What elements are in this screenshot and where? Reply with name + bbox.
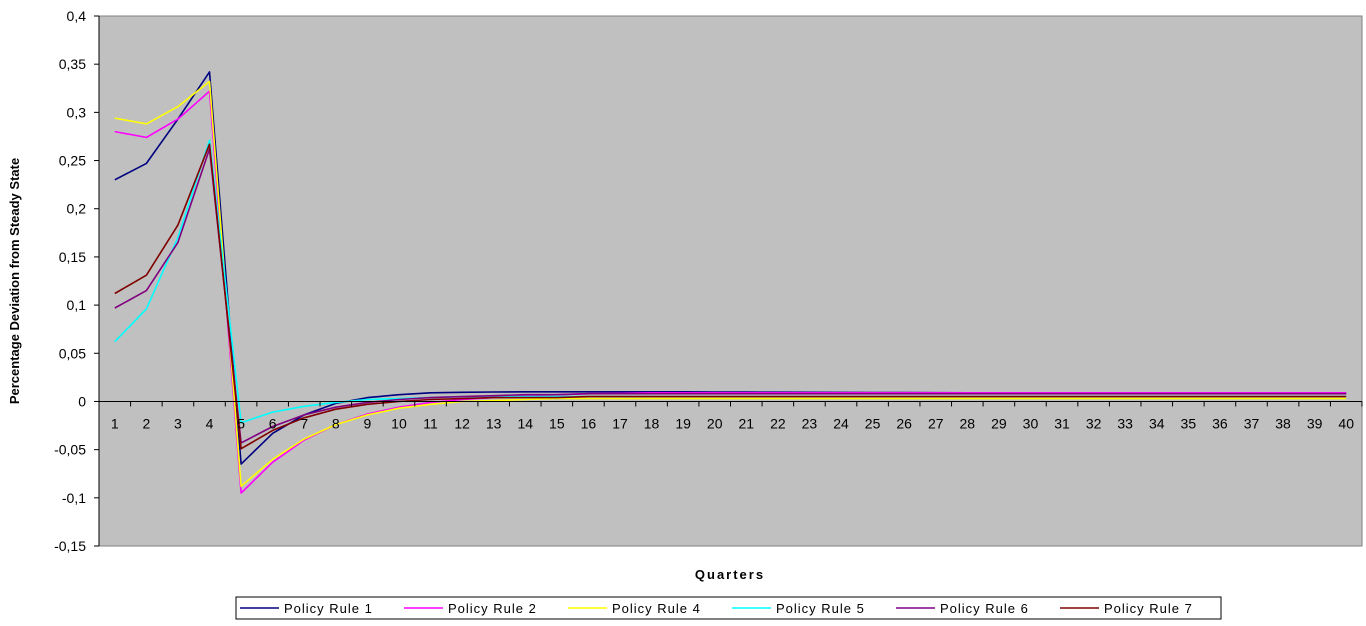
y-tick-label: 0,2 [67,201,87,217]
x-tick-label: 29 [991,415,1007,431]
legend-label: Policy Rule 1 [284,601,373,616]
x-tick-label: 39 [1307,415,1323,431]
series-line-5 [114,148,1347,444]
x-tick-label: 26 [896,415,912,431]
y-axis-title: Percentage Deviation from Steady State [7,158,22,404]
legend-label: Policy Rule 2 [448,601,537,616]
x-tick-label: 38 [1275,415,1291,431]
legend-box [235,596,1222,620]
x-tick-label: 25 [865,415,881,431]
y-tick-label: 0,35 [59,56,86,72]
x-tick-label: 5 [237,415,245,431]
y-axis: 0,4 0,35 0,3 0,25 0,2 0,15 0,1 0,05 0 -0,05 -0,1 -0… [54,8,100,554]
x-tick-label: 30 [1023,415,1039,431]
series-line-6 [114,143,1347,450]
legend: Policy Rule 1 Policy Rule 2 Policy Rule 4 P… [235,596,1222,620]
x-tick-label: 7 [300,415,308,431]
x-tick-label: 12 [454,415,470,431]
x-tick-label: 32 [1086,415,1102,431]
x-tick-label: 14 [517,415,533,431]
x-tick-label: 11 [423,415,438,431]
legend-label: Policy Rule 6 [940,601,1029,616]
x-tick-label: 18 [644,415,660,431]
x-tick-label: 40 [1338,415,1354,431]
y-tick-label: 0,25 [59,153,86,169]
x-tick-label: 22 [770,415,786,431]
series-line-3 [114,80,1347,488]
x-tick-label: 21 [738,415,754,431]
x-tick-label: 34 [1149,415,1165,431]
x-tick-label: 2 [142,415,150,431]
x-tick-label: 16 [581,415,597,431]
x-tick-label: 8 [332,415,340,431]
legend-label: Policy Rule 5 [776,601,865,616]
x-axis-title: Quarters [695,567,765,582]
x-tick-label: 27 [928,415,944,431]
x-tick-label: 3 [174,415,182,431]
x-tick-label: 19 [675,415,691,431]
x-axis: 1 2 3 4 5 6 7 8 9 10 11 12 13 14 15 16 17 18 19 20 21 22 23 24 2… [98,400,1363,431]
x-tick-label: 15 [549,415,565,431]
y-tick-label: 0,05 [59,345,86,361]
x-tick-label: 33 [1117,415,1133,431]
x-tick-label: 37 [1244,415,1260,431]
x-tick-label: 9 [363,415,371,431]
x-tick-label: 23 [802,415,818,431]
y-tick-label: -0,05 [54,442,86,458]
plot-area [98,15,1363,547]
x-tick-label: 31 [1054,415,1070,431]
y-tick-label: 0,1 [67,297,87,313]
y-tick-label: 0,3 [67,104,87,120]
y-tick-label: -0,15 [54,538,86,554]
x-tick-label: 35 [1181,415,1197,431]
x-tick-label: 28 [960,415,976,431]
x-tick-label: 10 [391,415,407,431]
x-tick-label: 4 [206,415,214,431]
y-tick-label: -0,1 [62,490,86,506]
legend-label: Policy Rule 7 [1104,601,1193,616]
y-tick-label: 0,15 [59,249,86,265]
x-tick-label: 6 [269,415,277,431]
x-tick-label: 17 [612,415,628,431]
y-tick-label: 0,4 [67,8,87,24]
x-tick-label: 13 [486,415,502,431]
y-tick-label: 0 [78,393,86,409]
x-tick-label: 1 [111,415,119,431]
x-tick-label: 36 [1212,415,1228,431]
legend-label: Policy Rule 4 [612,601,701,616]
x-tick-label: 20 [707,415,723,431]
x-tick-label: 24 [833,415,849,431]
